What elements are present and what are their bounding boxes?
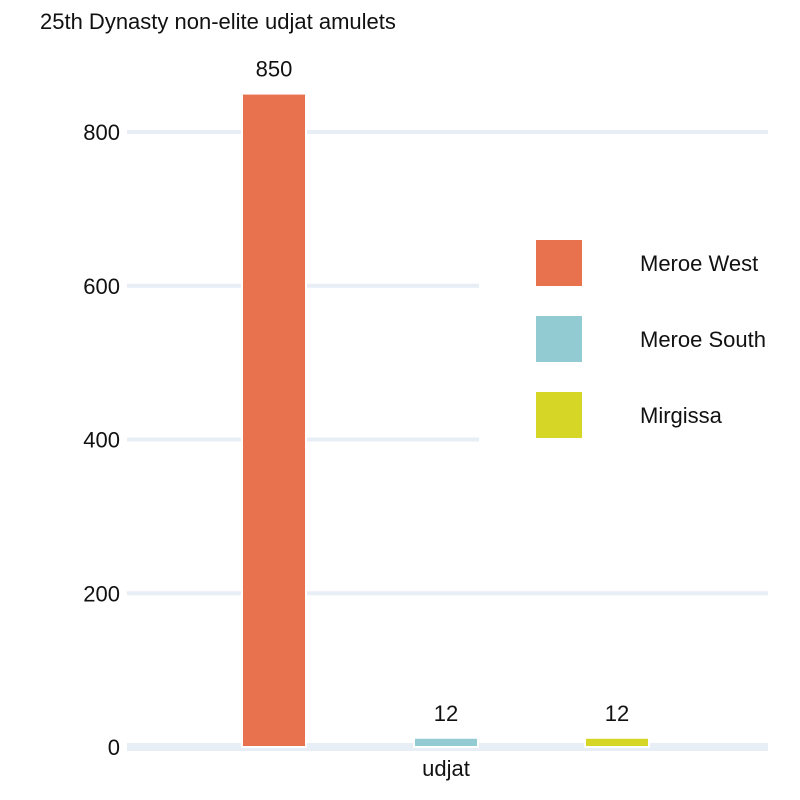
- y-tick-label: 800: [83, 120, 120, 145]
- legend-item: Meroe South: [536, 316, 766, 362]
- legend-item: Meroe West: [536, 240, 758, 286]
- legend-swatch: [536, 240, 582, 286]
- data-label: 12: [605, 701, 629, 726]
- chart-title: 25th Dynasty non-elite udjat amulets: [40, 9, 396, 34]
- legend-background: [479, 225, 768, 450]
- y-tick-label: 0: [108, 735, 120, 760]
- labels: 0 200 400 600 800 850 12 12 udjat: [83, 57, 629, 781]
- data-label: 850: [256, 57, 293, 82]
- data-label: 12: [434, 701, 458, 726]
- bar-meroe-west: [241, 92, 307, 748]
- legend-swatch: [536, 316, 582, 362]
- legend-label: Meroe West: [640, 251, 758, 276]
- legend-swatch: [536, 392, 582, 438]
- legend-item: Mirgissa: [536, 392, 723, 438]
- y-tick-label: 600: [83, 274, 120, 299]
- bar-mirgissa: [584, 736, 650, 749]
- y-tick-label: 200: [83, 581, 120, 606]
- x-category-label: udjat: [422, 756, 470, 781]
- bars: [241, 92, 650, 749]
- y-tick-label: 400: [83, 428, 120, 453]
- gridlines: [127, 130, 768, 751]
- legend: Meroe West Meroe South Mirgissa: [536, 240, 766, 438]
- legend-label: Mirgissa: [640, 403, 723, 428]
- legend-label: Meroe South: [640, 327, 766, 352]
- bar-meroe-south: [413, 736, 479, 749]
